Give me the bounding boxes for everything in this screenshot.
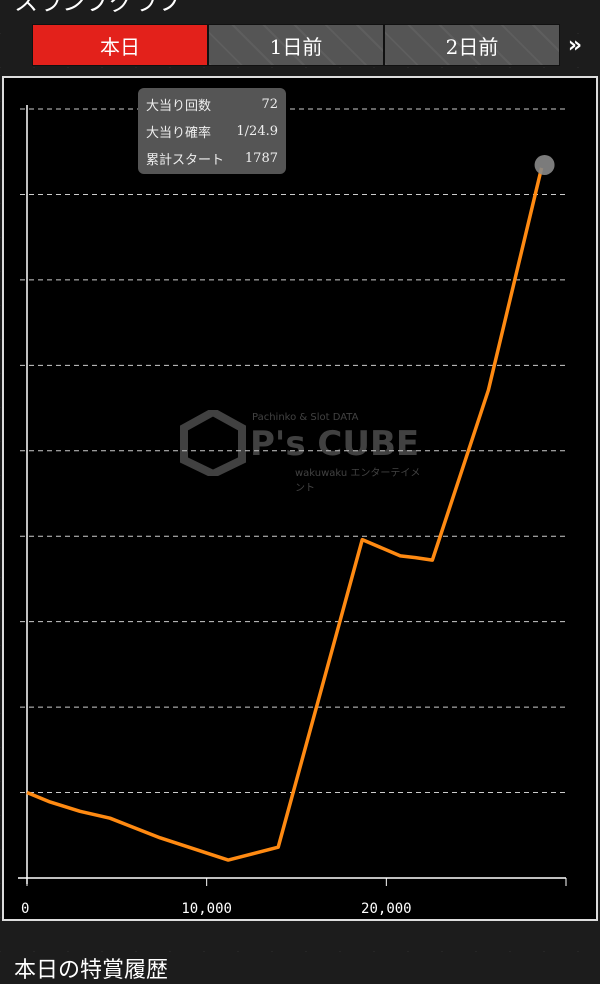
stat-label: 大当り回数	[146, 95, 211, 114]
watermark-brand: P's CUBE	[250, 424, 419, 464]
x-tick-label: 20,000	[361, 901, 412, 917]
stat-row-total-starts: 累計スタート 1787	[146, 145, 278, 172]
stat-value: 1787	[245, 151, 278, 166]
stat-value: 1/24.9	[236, 124, 278, 139]
section-title: 本日の特賞履歴	[14, 952, 168, 984]
stat-row-probability: 大当り確率 1/24.9	[146, 118, 278, 145]
stat-value: 72	[261, 97, 278, 112]
x-tick-label: 0	[21, 901, 29, 917]
slump-line	[27, 168, 542, 860]
cube-logo-icon	[180, 410, 246, 476]
stat-row-hits: 大当り回数 72	[146, 91, 278, 118]
pscube-watermark-logo: Pachinko & Slot DATA P's CUBE wakuwaku エ…	[180, 410, 430, 490]
stats-tooltip: 大当り回数 72 大当り確率 1/24.9 累計スタート 1787	[138, 88, 286, 174]
stat-label: 累計スタート	[146, 149, 224, 168]
endpoint-marker	[535, 155, 555, 175]
stat-label: 大当り確率	[146, 122, 211, 141]
watermark-tagline: Pachinko & Slot DATA	[252, 412, 358, 423]
watermark-subtitle: wakuwaku エンターテイメント	[295, 464, 430, 494]
x-tick-label: 10,000	[181, 901, 232, 917]
